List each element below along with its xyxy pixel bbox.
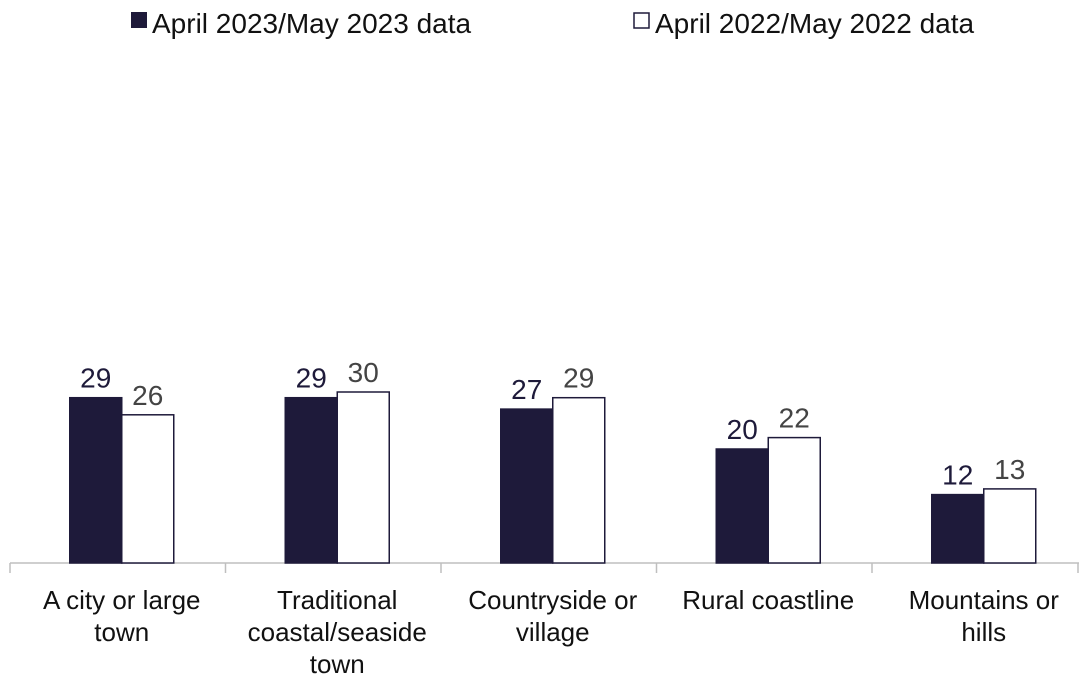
data-label: 13 xyxy=(994,454,1025,485)
data-label: 29 xyxy=(296,363,327,394)
bar-2022 xyxy=(121,414,175,564)
data-label: 30 xyxy=(348,357,379,388)
data-label: 12 xyxy=(942,460,973,491)
legend-label-2023: April 2023/May 2023 data xyxy=(152,8,472,39)
bar-2022 xyxy=(983,488,1037,564)
bar-2023 xyxy=(69,396,123,564)
bar-2023 xyxy=(931,493,985,564)
bar-2023 xyxy=(500,408,554,564)
bar-2023 xyxy=(284,396,338,564)
bar-2022 xyxy=(552,396,606,564)
category-label: Traditional coastal/seaside town xyxy=(248,585,427,679)
legend-swatch-2023 xyxy=(131,12,147,28)
bar-2022 xyxy=(767,436,821,564)
legend-swatch-2022 xyxy=(633,12,650,29)
legend: April 2023/May 2023 data April 2022/May … xyxy=(131,8,975,39)
bar-2022 xyxy=(336,391,390,564)
category-label: Mountains or hills xyxy=(909,585,1060,647)
data-label: 29 xyxy=(80,363,111,394)
legend-item-2023: April 2023/May 2023 data xyxy=(131,8,472,39)
category-label: A city or large town xyxy=(43,585,201,647)
data-label: 26 xyxy=(132,380,163,411)
category-label: Countryside or village xyxy=(468,585,637,647)
plot-area: 29 26 A city or large town 29 30 Traditional co… xyxy=(9,357,1079,679)
legend-label-2022: April 2022/May 2022 data xyxy=(655,8,975,39)
legend-item-2022: April 2022/May 2022 data xyxy=(633,8,975,39)
data-label: 29 xyxy=(563,363,594,394)
category-label: Rural coastline xyxy=(682,585,854,615)
data-label: 20 xyxy=(727,414,758,445)
data-label: 22 xyxy=(779,403,810,434)
bar-2023 xyxy=(715,448,769,564)
data-label: 27 xyxy=(511,374,542,405)
